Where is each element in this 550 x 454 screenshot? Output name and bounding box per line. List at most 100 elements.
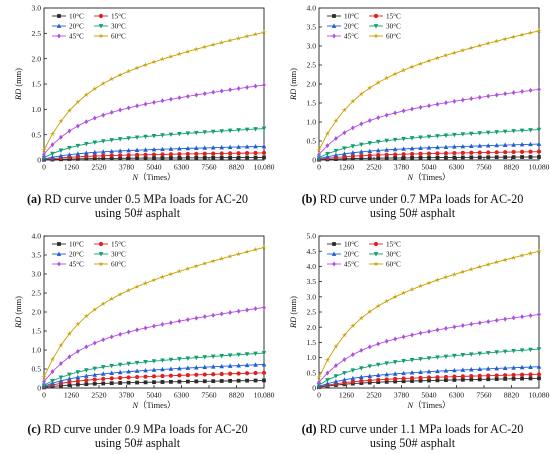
data-point [126, 136, 131, 141]
data-point [194, 315, 199, 321]
caption-d-line1: RD curve under 1.1 MPa loads for AC-20 [319, 422, 524, 436]
data-point [375, 362, 381, 368]
data-point [452, 374, 457, 379]
data-point [410, 379, 414, 383]
data-point [92, 140, 98, 145]
data-point [494, 155, 499, 160]
data-point [151, 59, 157, 65]
data-point [417, 60, 424, 66]
data-point [210, 354, 216, 359]
data-point [244, 33, 250, 39]
data-point [536, 28, 542, 34]
data-point [367, 364, 373, 369]
data-point [350, 368, 356, 373]
x-tick-label: 8820 [504, 163, 519, 172]
y-tick-label: 0.5 [32, 365, 42, 374]
data-point [316, 374, 322, 380]
data-point [460, 143, 466, 149]
data-point [143, 374, 148, 379]
x-tick-label: 0 [317, 391, 321, 400]
chart-a-svg: 0 0.5 1.0 1.5 2.0 2.5 3.0 0 1260 2520 3780 5040 6300… [14, 4, 275, 182]
data-point [143, 325, 148, 331]
data-point [126, 329, 131, 335]
data-point [235, 251, 242, 257]
series-30°C [41, 126, 267, 161]
x-tick-label: 10,080 [254, 391, 275, 400]
data-point [418, 330, 423, 336]
data-point [520, 155, 524, 159]
data-point [451, 49, 458, 56]
data-point [202, 314, 207, 320]
data-point [375, 372, 381, 378]
data-point [252, 246, 259, 252]
x-tick-label: 1260 [64, 163, 79, 172]
data-point [67, 376, 72, 381]
data-point [194, 155, 199, 160]
series-20°C [316, 141, 542, 161]
data-point [152, 99, 156, 105]
data-point [92, 153, 97, 159]
data-point [50, 369, 55, 375]
data-point [92, 156, 97, 161]
data-point [384, 361, 389, 366]
data-point [536, 372, 542, 377]
x-tick-label: 1260 [339, 391, 354, 400]
data-point [92, 372, 98, 377]
data-point [152, 380, 156, 385]
data-point [528, 87, 533, 93]
data-point [228, 151, 233, 156]
data-point [384, 156, 389, 160]
data-point [151, 277, 157, 283]
data-point [393, 152, 398, 157]
data-point [100, 300, 106, 307]
caption-d: (d) RD curve under 1.1 MPa loads for AC-… [275, 422, 550, 450]
data-point [100, 149, 106, 154]
data-point [134, 360, 140, 366]
data-point [410, 332, 414, 338]
data-point [435, 327, 440, 333]
data-point [168, 357, 174, 363]
data-point [333, 148, 339, 154]
x-tick-label: 2520 [366, 163, 381, 172]
series-20°C [41, 143, 267, 161]
data-point [502, 349, 508, 355]
data-point [59, 383, 63, 388]
data-point [194, 145, 199, 151]
data-point [118, 381, 123, 385]
data-point [211, 372, 216, 377]
data-point [160, 98, 165, 104]
y-tick-label: 0 [312, 384, 316, 393]
data-point [469, 131, 474, 137]
data-point [58, 118, 64, 124]
data-point [92, 85, 98, 91]
data-point [261, 244, 267, 250]
data-point [503, 150, 508, 155]
data-point [210, 258, 216, 264]
legend-label: 45°C [344, 261, 359, 269]
data-point [503, 373, 508, 378]
data-point [142, 280, 149, 286]
x-tick-label: 8820 [229, 391, 244, 400]
data-point [84, 344, 89, 350]
data-point [227, 37, 233, 43]
data-point [401, 146, 406, 151]
legend-marker [57, 261, 61, 267]
data-point [427, 155, 431, 160]
data-point [176, 51, 183, 57]
data-point [477, 155, 482, 160]
data-point [519, 149, 525, 154]
data-point [177, 357, 182, 362]
data-point [84, 156, 89, 161]
data-point [169, 320, 173, 326]
data-point [125, 287, 132, 293]
data-point [227, 353, 233, 358]
data-point [41, 374, 47, 380]
data-point [160, 133, 165, 138]
caption-b-line2: using 50# asphalt [369, 206, 456, 220]
data-point [485, 143, 491, 148]
data-point [426, 280, 432, 286]
data-point [511, 315, 516, 321]
data-point [41, 155, 47, 161]
data-point [435, 134, 440, 139]
data-point [160, 152, 165, 157]
